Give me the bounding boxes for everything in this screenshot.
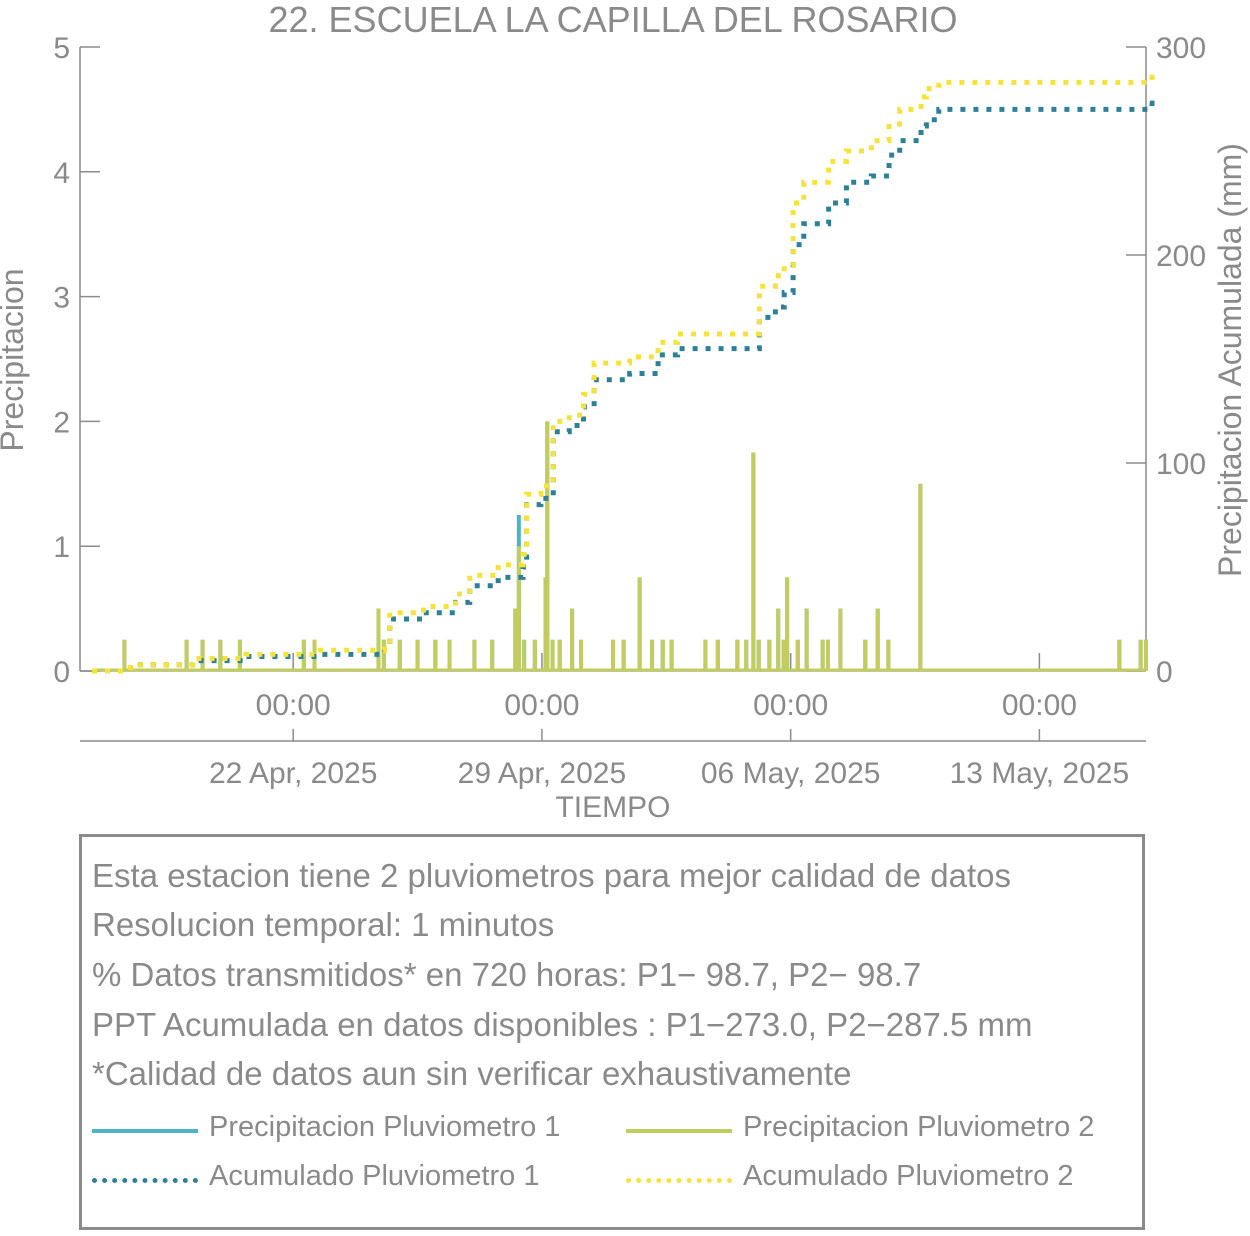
x-tick-time-label: 00:00	[753, 689, 828, 722]
legend-label: Acumulado Pluviometro 2	[743, 1160, 1074, 1192]
precip-bar	[516, 546, 521, 671]
info-line-stations: Esta estacion tiene 2 pluviometros para …	[92, 857, 1012, 894]
plot-area: 0 1 2 3 4 5 0 100 200 300 00:00 22 Apr, 2025 00:00 29…	[53, 32, 1206, 790]
precip-bar	[776, 608, 781, 671]
x-tick-date-label: 06 May, 2025	[701, 757, 881, 790]
precip-bar	[838, 608, 843, 671]
legend-swatch	[92, 1129, 198, 1133]
precip-bar	[611, 639, 615, 671]
x-tick-time-label: 00:00	[504, 689, 579, 722]
y-right-tick-label: 100	[1156, 448, 1206, 481]
y-left-tick-label: 0	[53, 656, 70, 689]
x-tick-date-label: 22 Apr, 2025	[209, 757, 378, 790]
x-tick-date-label: 13 May, 2025	[950, 757, 1130, 790]
precip-bar	[703, 639, 708, 671]
precip-bar	[397, 639, 402, 671]
y-axis-left-label: Precipitacion	[0, 268, 30, 451]
precip-bar	[637, 577, 642, 671]
x-tick-time-label: 00:00	[1002, 689, 1077, 722]
cumulative-line-2	[92, 70, 1155, 674]
y-left-tick-label: 2	[53, 406, 70, 439]
x-tick-date-label: 29 Apr, 2025	[458, 757, 627, 790]
y-right-tick-label: 300	[1156, 32, 1206, 65]
precip-bar	[650, 639, 655, 671]
precip-bar	[820, 639, 825, 671]
precip-bar	[863, 639, 868, 671]
info-line-accumulated: PPT Acumulada en datos disponibles : P1−…	[92, 1006, 1033, 1043]
info-box: Esta estacion tiene 2 pluviometros para …	[79, 834, 1145, 1230]
precip-bar	[122, 639, 127, 671]
precip-bar	[767, 639, 772, 671]
precip-bar	[184, 639, 189, 671]
y-left-tick-label: 4	[53, 157, 70, 190]
precip-bar	[557, 639, 562, 671]
precip-bar	[781, 639, 786, 671]
precip-bar	[751, 452, 756, 671]
bar-series-2	[92, 421, 1148, 672]
precip-bar	[381, 639, 386, 671]
precip-bar	[886, 639, 891, 671]
precip-bar	[1138, 639, 1143, 671]
precip-bar	[550, 639, 555, 671]
info-line-resolution: Resolucion temporal: 1 minutos	[92, 906, 555, 943]
precip-bar	[621, 639, 626, 671]
precip-bar	[1117, 639, 1122, 671]
precip-bar	[218, 639, 223, 671]
x-axis-label: TIEMPO	[555, 791, 670, 824]
precip-bar	[744, 639, 749, 671]
legend-swatch	[626, 1178, 732, 1183]
precip-bar	[660, 639, 665, 671]
precip-bar	[415, 639, 420, 671]
precip-bar	[669, 639, 674, 671]
legend-label: Precipitacion Pluviometro 1	[209, 1111, 561, 1143]
x-tick-time-label: 00:00	[256, 689, 331, 722]
precip-bar	[570, 608, 575, 671]
precip-bar	[1144, 639, 1148, 671]
precip-bar	[918, 483, 923, 671]
legend-swatch	[626, 1129, 732, 1133]
precip-bar	[376, 608, 381, 671]
precip-bar	[875, 608, 880, 671]
precip-bar	[795, 639, 800, 671]
chart-title: 22. ESCUELA LA CAPILLA DEL ROSARIO	[269, 0, 958, 40]
precip-bar	[735, 639, 740, 671]
precip-bar	[513, 608, 518, 671]
info-line-quality: *Calidad de datos aun sin verificar exha…	[92, 1055, 852, 1092]
precip-bar	[785, 577, 790, 671]
y-axis-right-label: Precipitacion Acumulada (mm)	[1212, 143, 1248, 577]
precip-bar	[472, 639, 477, 671]
info-line-transmitted: % Datos transmitidos* en 720 horas: P1− …	[92, 956, 922, 993]
precip-bar	[433, 639, 438, 671]
precip-bar	[579, 639, 584, 671]
precip-bar	[804, 608, 809, 671]
bar-series-1	[92, 421, 1148, 672]
precip-bar	[825, 639, 830, 671]
legend-label: Precipitacion Pluviometro 2	[743, 1111, 1095, 1143]
y-left-tick-label: 5	[53, 32, 70, 65]
y-left-tick-label: 3	[53, 282, 70, 315]
precip-bar	[756, 639, 761, 671]
precip-bar	[301, 639, 306, 671]
precip-bar	[447, 639, 452, 671]
precip-bar	[200, 639, 205, 671]
precip-bar	[545, 421, 550, 671]
precip-bar	[490, 639, 495, 671]
precip-bar	[237, 639, 242, 671]
rainfall-chart: 22. ESCUELA LA CAPILLA DEL ROSARIO 0 1 2 3 4…	[0, 0, 1248, 824]
y-right-tick-label: 200	[1156, 240, 1206, 273]
y-right-tick-label: 0	[1156, 656, 1173, 689]
precip-bar	[715, 639, 720, 671]
legend-label: Acumulado Pluviometro 1	[209, 1160, 540, 1192]
legend-swatch	[92, 1178, 198, 1183]
cumulative-line-1	[92, 100, 1155, 674]
y-left-tick-label: 1	[53, 531, 70, 564]
precip-bar	[522, 639, 527, 671]
precip-bar	[532, 639, 537, 671]
